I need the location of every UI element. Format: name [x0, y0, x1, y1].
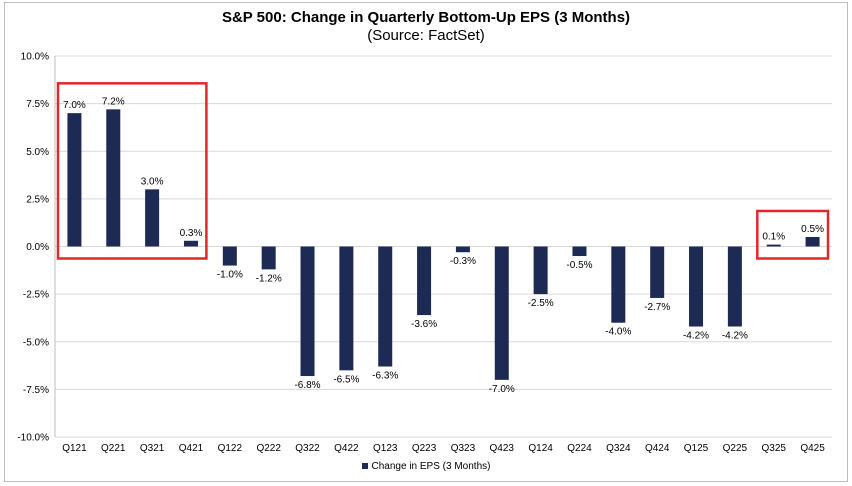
x-tick-label: Q125 [684, 443, 709, 454]
bar [261, 246, 276, 270]
data-label: 7.2% [102, 96, 125, 107]
x-tick-label: Q422 [334, 443, 359, 454]
data-label: 0.3% [180, 228, 203, 239]
y-tick-label: 5.0% [26, 147, 49, 158]
x-tick-label: Q223 [412, 443, 437, 454]
x-tick-label: Q321 [140, 443, 165, 454]
x-tick-label: Q325 [761, 443, 786, 454]
bar [145, 189, 160, 247]
bar [378, 246, 393, 367]
chart-frame [4, 2, 848, 482]
x-tick-label: Q121 [62, 443, 87, 454]
data-label: -4.2% [722, 331, 748, 342]
bar [650, 246, 665, 298]
y-tick-label: 7.5% [26, 99, 49, 110]
data-label: -4.2% [683, 331, 709, 342]
y-tick-label: -10.0% [17, 433, 49, 444]
legend-label: Change in EPS (3 Months) [371, 461, 491, 472]
x-tick-label: Q122 [218, 443, 243, 454]
highlight-box [56, 82, 208, 260]
x-tick-label: Q425 [800, 443, 825, 454]
chart-subtitle: (Source: FactSet) [367, 27, 485, 44]
x-tick-label: Q323 [451, 443, 476, 454]
data-label: 0.5% [801, 224, 824, 235]
bar [67, 113, 82, 247]
x-tick-label: Q225 [723, 443, 748, 454]
bar [339, 246, 354, 371]
x-tick-label: Q322 [295, 443, 320, 454]
x-tick-label: Q222 [256, 443, 281, 454]
y-tick-label: -5.0% [23, 337, 49, 348]
data-label: -1.0% [217, 270, 243, 281]
bar [805, 236, 820, 247]
legend-swatch [361, 463, 368, 470]
x-tick-label: Q324 [606, 443, 631, 454]
bar [611, 246, 626, 323]
x-tick-label: Q221 [101, 443, 126, 454]
bar [766, 244, 781, 247]
x-tick-label: Q424 [645, 443, 670, 454]
x-tick-label: Q421 [179, 443, 204, 454]
bar [106, 109, 121, 247]
data-label: -4.0% [605, 327, 631, 338]
bar [572, 246, 587, 257]
data-label: -2.7% [644, 302, 670, 313]
data-label: -6.3% [372, 371, 398, 382]
legend: Change in EPS (3 Months) [0, 461, 852, 472]
data-label: -3.6% [411, 319, 437, 330]
data-label: -7.0% [489, 384, 515, 395]
data-label: 7.0% [63, 100, 86, 111]
data-label: -0.5% [566, 260, 592, 271]
highlight-box [756, 209, 830, 260]
data-label: -6.5% [333, 374, 359, 385]
x-tick-label: Q123 [373, 443, 398, 454]
bar [417, 246, 432, 316]
x-tick-label: Q423 [490, 443, 515, 454]
bar [494, 246, 509, 380]
x-tick-label: Q124 [528, 443, 553, 454]
data-label: -1.2% [256, 273, 282, 284]
y-tick-label: 0.0% [26, 242, 49, 253]
bar [455, 246, 470, 253]
bar [689, 246, 704, 327]
bar [183, 240, 198, 247]
chart-title: S&P 500: Change in Quarterly Bottom-Up E… [221, 9, 631, 26]
bar [727, 246, 742, 327]
y-tick-label: 10.0% [21, 52, 49, 63]
y-tick-label: -2.5% [23, 290, 49, 301]
data-label: -0.3% [450, 256, 476, 267]
bar [222, 246, 237, 266]
data-label: 3.0% [141, 176, 164, 187]
y-tick-label: -7.5% [23, 385, 49, 396]
data-label: -2.5% [528, 298, 554, 309]
x-tick-label: Q224 [567, 443, 592, 454]
bar [533, 246, 548, 295]
data-label: -6.8% [294, 380, 320, 391]
data-label: 0.1% [762, 232, 785, 243]
y-tick-label: 2.5% [26, 194, 49, 205]
bar [300, 246, 315, 377]
